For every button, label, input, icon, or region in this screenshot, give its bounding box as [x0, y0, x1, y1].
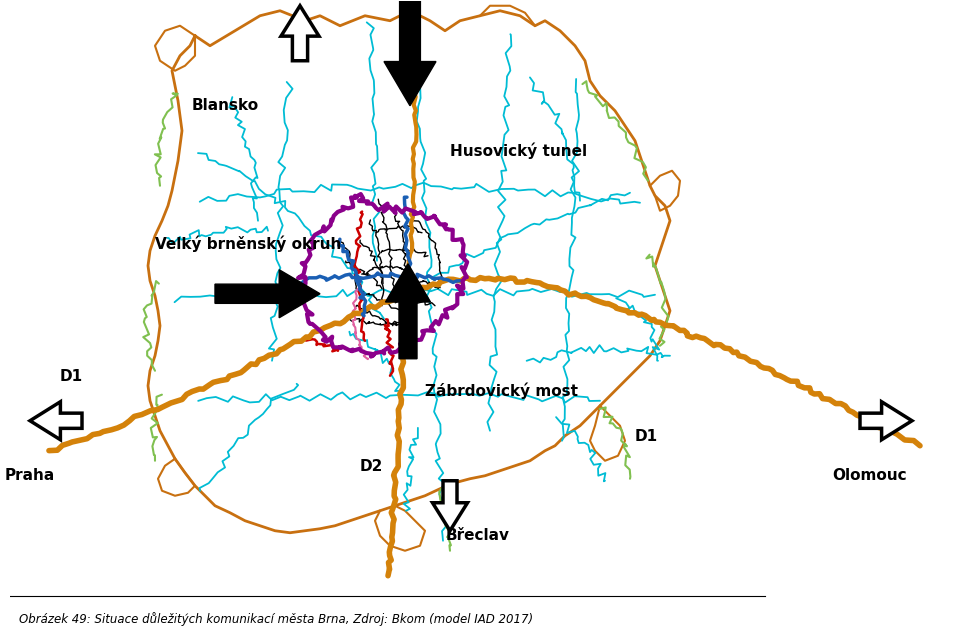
Text: Velký brněnský okruh: Velký brněnský okruh: [154, 235, 341, 252]
FancyArrow shape: [280, 6, 319, 61]
FancyArrow shape: [30, 402, 82, 440]
Text: D2: D2: [360, 459, 383, 473]
FancyArrow shape: [215, 270, 319, 318]
Text: Obrázek 49: Situace důležitých komunikací města Brna, Zdroj: Bkom (model IAD 201: Obrázek 49: Situace důležitých komunikac…: [20, 612, 533, 626]
Text: D1: D1: [634, 429, 658, 443]
FancyArrow shape: [859, 402, 912, 440]
Text: Břeclav: Břeclav: [446, 528, 509, 543]
FancyArrow shape: [385, 264, 430, 358]
Text: Blansko: Blansko: [191, 98, 258, 113]
Text: Praha: Praha: [5, 468, 55, 483]
Text: Olomouc: Olomouc: [831, 468, 907, 483]
FancyArrow shape: [432, 481, 467, 531]
FancyArrow shape: [384, 0, 436, 105]
Text: Husovický tunel: Husovický tunel: [449, 142, 586, 158]
Text: Zábrdovický most: Zábrdovický most: [425, 382, 577, 399]
Text: D1: D1: [60, 369, 83, 384]
